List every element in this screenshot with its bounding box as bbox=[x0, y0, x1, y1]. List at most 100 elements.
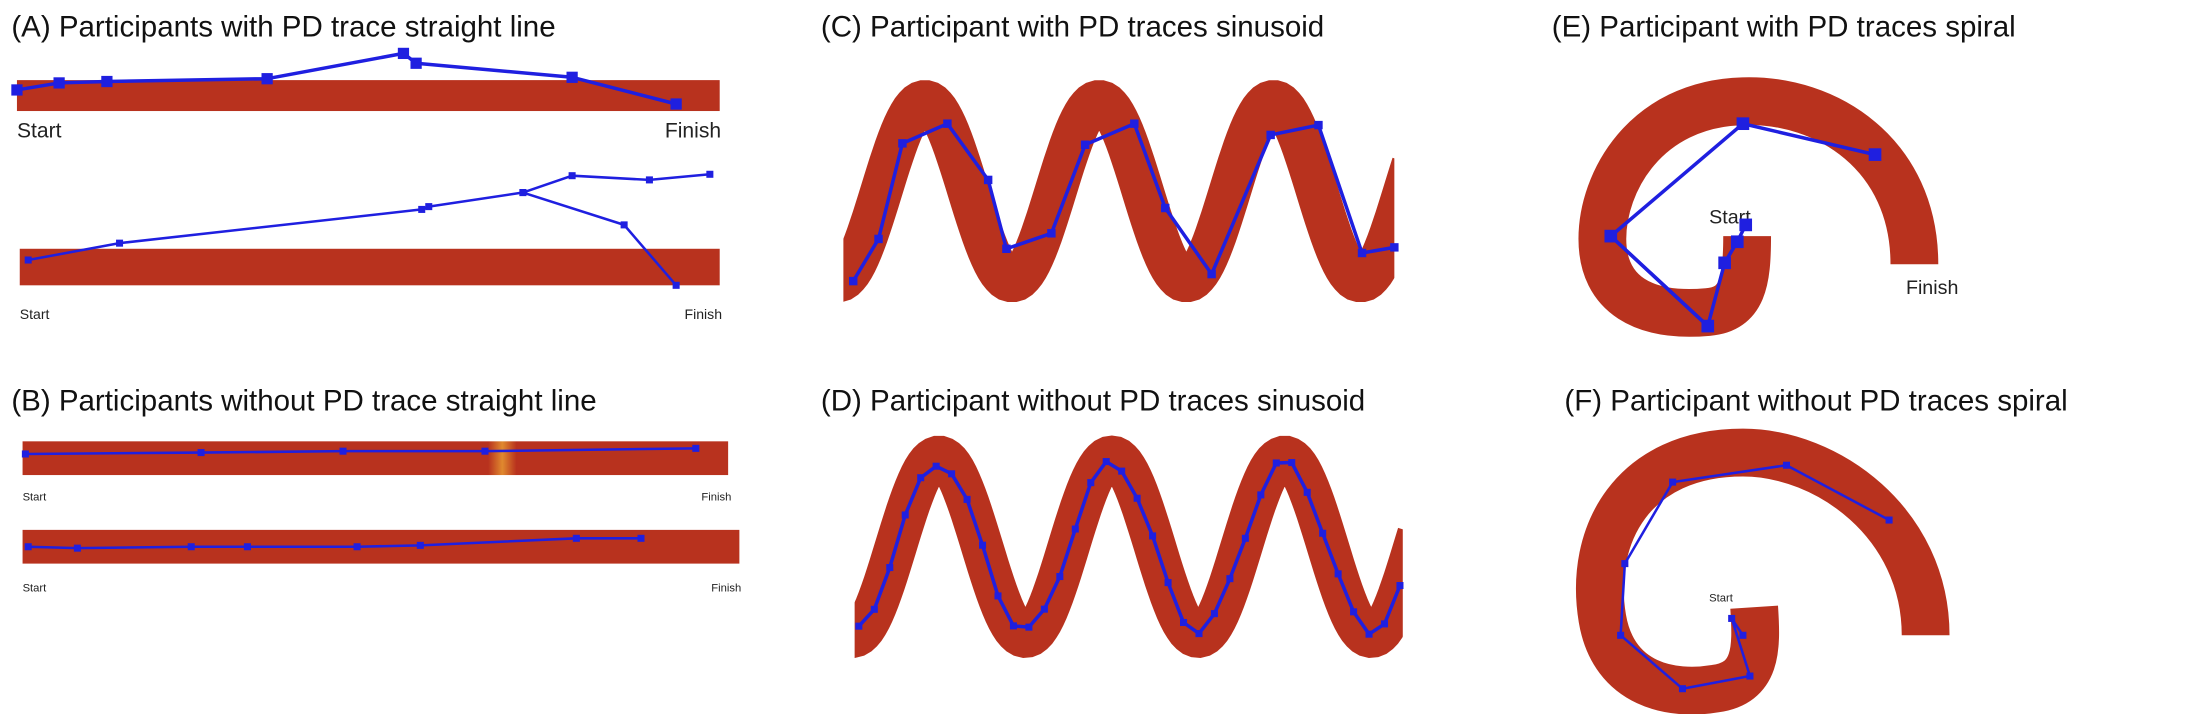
trace-point bbox=[1161, 203, 1170, 213]
panel-d bbox=[854, 435, 1404, 659]
trace-point bbox=[1736, 117, 1750, 131]
trace-point bbox=[1396, 582, 1404, 590]
trace-point bbox=[1350, 608, 1358, 616]
panel-title: (E) Participant with PD traces spiral bbox=[1552, 11, 2016, 44]
trace-point bbox=[1102, 458, 1110, 466]
panel-f: Start bbox=[1575, 428, 1950, 714]
trace-point bbox=[566, 71, 578, 83]
finish-label: Finish bbox=[1906, 277, 1958, 299]
panel-title: (F) Participant without PD traces spiral bbox=[1564, 384, 2067, 417]
trace-point bbox=[1718, 256, 1731, 270]
trace-point bbox=[979, 541, 987, 549]
trace-point bbox=[1210, 610, 1218, 618]
trace-point bbox=[1133, 494, 1141, 502]
panel-title: (A) Participants with PD trace straight … bbox=[11, 11, 555, 44]
trace-point bbox=[670, 98, 682, 110]
trace-point bbox=[1701, 319, 1715, 333]
trace-point bbox=[197, 449, 205, 457]
trace-point bbox=[943, 119, 952, 128]
trace-point bbox=[519, 189, 527, 197]
trace-point bbox=[1164, 579, 1172, 587]
trace-point bbox=[1314, 120, 1323, 130]
target-bar bbox=[22, 441, 729, 476]
start-label: Start bbox=[1709, 593, 1734, 605]
trace-point bbox=[187, 543, 195, 551]
trace-point bbox=[886, 564, 894, 572]
trace-point bbox=[870, 605, 878, 613]
trace-point bbox=[1365, 630, 1373, 638]
trace bbox=[16, 51, 677, 106]
trace-point bbox=[53, 77, 65, 89]
trace-point bbox=[1040, 605, 1048, 613]
trace-point bbox=[1728, 614, 1736, 622]
trace-point bbox=[425, 203, 433, 211]
finish-label: Finish bbox=[701, 491, 731, 503]
trace-point bbox=[1669, 478, 1677, 486]
trace bbox=[28, 537, 641, 550]
finish-label: Finish bbox=[685, 306, 722, 322]
trace-point bbox=[1241, 534, 1249, 542]
trace-point bbox=[1257, 491, 1265, 499]
trace-point bbox=[353, 543, 361, 551]
trace-point bbox=[1226, 575, 1234, 583]
trace-point bbox=[1080, 140, 1090, 149]
target-spiral bbox=[1575, 428, 1950, 714]
trace-point bbox=[672, 281, 680, 289]
trace-point bbox=[849, 276, 858, 286]
start-label: Start bbox=[20, 306, 50, 322]
trace-point bbox=[21, 450, 29, 458]
trace-point bbox=[1739, 631, 1747, 639]
trace-point bbox=[692, 444, 700, 452]
trace-point bbox=[1739, 218, 1753, 232]
panel-b: Start Finish Start Finish bbox=[21, 441, 741, 595]
trace-point bbox=[1303, 488, 1311, 496]
trace-point bbox=[1009, 622, 1017, 630]
trace-point bbox=[1195, 630, 1203, 638]
trace-point bbox=[1621, 560, 1629, 568]
trace-point bbox=[397, 47, 410, 60]
trace-point bbox=[568, 172, 576, 180]
target-spiral bbox=[1578, 77, 1939, 337]
trace-point bbox=[1266, 130, 1275, 140]
target-bar bbox=[19, 248, 720, 286]
panel-title: (D) Participant without PD traces sinuso… bbox=[821, 384, 1365, 417]
start-label: Start bbox=[17, 120, 62, 143]
trace-point bbox=[481, 447, 489, 455]
trace-point bbox=[1730, 235, 1744, 249]
trace-point bbox=[1334, 570, 1342, 578]
trace bbox=[1609, 234, 1709, 328]
trace-point bbox=[1149, 532, 1157, 540]
trace-point bbox=[243, 543, 251, 551]
trace-point bbox=[416, 541, 424, 549]
trace-point bbox=[1118, 467, 1126, 475]
trace-point bbox=[963, 495, 971, 503]
finish-label: Finish bbox=[665, 120, 721, 143]
trace-point bbox=[1087, 479, 1095, 487]
panel-title: (C) Participant with PD traces sinusoid bbox=[821, 11, 1324, 44]
trace-point bbox=[932, 462, 940, 470]
trace-point bbox=[24, 256, 32, 264]
trace-point bbox=[898, 139, 907, 148]
trace-point bbox=[11, 84, 23, 96]
trace-point bbox=[645, 176, 653, 184]
trace-point bbox=[1678, 685, 1686, 693]
trace-point bbox=[1288, 459, 1296, 467]
trace-point bbox=[1617, 631, 1625, 639]
panel-title: (B) Participants without PD trace straig… bbox=[11, 384, 596, 417]
trace-point bbox=[983, 175, 993, 185]
trace-point bbox=[1207, 269, 1216, 279]
panel-a: Start Finish Start Finish bbox=[11, 47, 722, 322]
trace-point bbox=[620, 221, 628, 229]
trace-point bbox=[901, 511, 909, 519]
trace-point bbox=[1868, 148, 1882, 161]
trace-point bbox=[874, 234, 883, 244]
trace-point bbox=[1319, 529, 1327, 537]
trace-point bbox=[1885, 516, 1893, 524]
trace-point bbox=[24, 543, 32, 551]
trace-point bbox=[1604, 229, 1618, 243]
trace-point bbox=[1180, 618, 1188, 627]
trace-point bbox=[1390, 243, 1399, 252]
panel-e: Start Finish bbox=[1578, 77, 1958, 337]
trace-point bbox=[1056, 573, 1064, 581]
